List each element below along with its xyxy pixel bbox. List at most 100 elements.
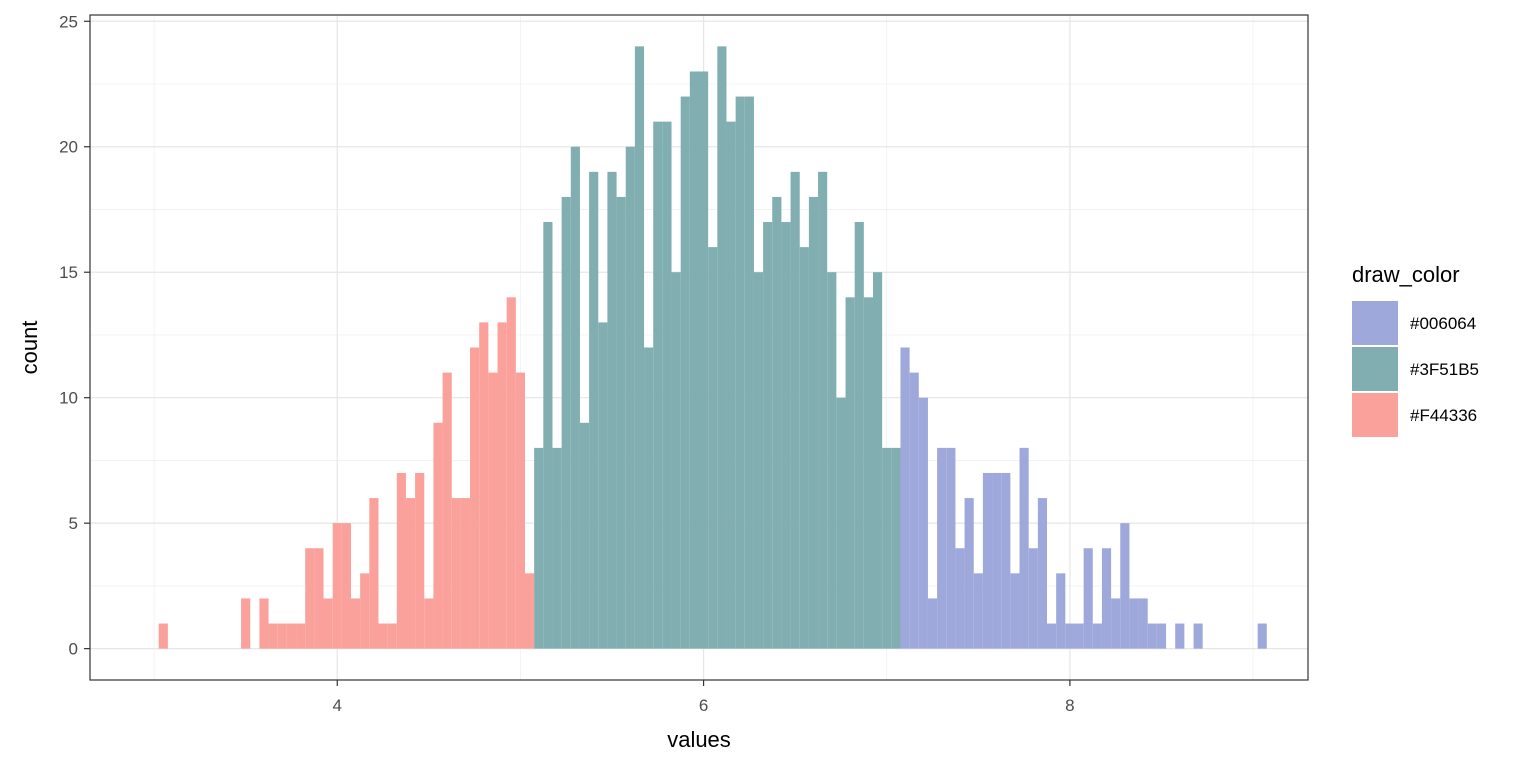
legend-key: [1352, 347, 1398, 391]
legend-label: #F44336: [1410, 406, 1477, 425]
histogram-bar: [589, 171, 599, 649]
histogram-bar: [1156, 623, 1167, 649]
histogram-bar: [753, 272, 764, 649]
legend-entry: #F44336: [1352, 393, 1477, 437]
histogram-bar: [790, 171, 800, 649]
histogram-bar: [680, 96, 690, 649]
histogram-bar: [918, 397, 928, 649]
histogram-bar: [854, 222, 864, 649]
histogram-bar: [900, 347, 910, 649]
histogram-bar: [763, 222, 773, 649]
histogram-bar: [662, 121, 672, 649]
histogram-bar: [909, 372, 919, 649]
y-axis-title: count: [17, 321, 42, 375]
histogram-bar: [387, 623, 397, 649]
histogram-bar: [598, 322, 608, 649]
histogram-bar: [277, 623, 287, 649]
y-tick-label: 10: [59, 389, 78, 408]
histogram-bar: [525, 573, 535, 649]
histogram-bar: [1175, 623, 1185, 649]
histogram-bar: [946, 447, 956, 649]
histogram-bar: [808, 196, 819, 649]
legend-label: #3F51B5: [1410, 360, 1479, 379]
histogram-bar: [1001, 472, 1011, 649]
histogram-bar: [827, 272, 837, 649]
y-tick-label: 20: [59, 138, 78, 157]
histogram-bar: [1101, 548, 1112, 649]
y-tick-label: 15: [59, 263, 78, 282]
x-tick-label: 8: [1065, 696, 1074, 715]
bar-series: [900, 347, 1267, 649]
histogram-bar: [323, 598, 333, 649]
histogram-bar: [1129, 598, 1139, 649]
histogram-bar: [1083, 548, 1093, 649]
histogram-bar: [360, 573, 370, 649]
histogram-bar: [973, 573, 983, 649]
histogram-bar: [460, 498, 471, 649]
histogram-bar: [726, 121, 736, 649]
y-tick-label: 0: [69, 640, 78, 659]
histogram-bar: [625, 146, 635, 649]
histogram-bar: [1193, 623, 1203, 649]
histogram-bar: [579, 422, 590, 649]
histogram-bar: [259, 598, 269, 649]
histogram-bar: [506, 297, 516, 649]
histogram-bar: [735, 96, 745, 649]
histogram-bar: [863, 297, 873, 649]
histogram-bar: [561, 196, 571, 649]
histogram-bar: [378, 623, 388, 649]
histogram-bar: [699, 71, 709, 649]
histogram-bar: [451, 498, 461, 649]
legend-entry: #3F51B5: [1352, 347, 1479, 391]
histogram-bar: [543, 222, 553, 649]
histogram-bar: [1047, 623, 1057, 649]
histogram-bar: [955, 548, 965, 649]
histogram-bar: [479, 322, 489, 649]
histogram-bar: [708, 247, 718, 649]
y-tick-label: 5: [69, 514, 78, 533]
histogram-bar: [964, 498, 974, 649]
histogram-bar: [836, 397, 846, 649]
legend-label: #006064: [1410, 314, 1476, 333]
histogram-bar: [433, 422, 443, 649]
histogram-bar: [268, 623, 278, 649]
y-tick-label: 25: [59, 12, 78, 31]
histogram-bar: [442, 372, 452, 649]
axis-ticks: 4 6 8 0 5 10 15 20 25: [59, 12, 1075, 715]
histogram-bar: [488, 372, 498, 649]
histogram-bar: [158, 623, 168, 649]
plot-panel-border: [89, 14, 1309, 681]
histogram-bar: [415, 472, 425, 649]
histogram-bar: [1092, 623, 1102, 649]
histogram-bar: [616, 196, 626, 649]
histogram-bar: [744, 96, 754, 649]
histogram-bar: [1120, 523, 1130, 649]
bar-series: [534, 46, 901, 649]
histogram-bar: [369, 498, 379, 649]
histogram-bar: [1065, 623, 1075, 649]
histogram-bar: [1028, 548, 1038, 649]
histogram-bar: [341, 523, 351, 649]
histogram-bar: [992, 472, 1002, 649]
x-axis-title: values: [667, 727, 731, 752]
histogram-bar: [873, 272, 883, 649]
legend-key: [1352, 393, 1398, 437]
histogram-bar: [332, 523, 342, 649]
histogram-bar: [286, 623, 297, 649]
histogram-bar: [671, 272, 681, 649]
legend-entry: #006064: [1352, 301, 1476, 345]
histogram-bar: [296, 623, 306, 649]
histogram-bar: [1074, 623, 1084, 649]
x-tick-label: 4: [333, 696, 342, 715]
bar-series: [158, 297, 535, 649]
histogram-bar: [570, 146, 580, 649]
histogram-bar: [689, 71, 699, 649]
histogram-bar: [937, 447, 947, 649]
histogram-bar: [653, 121, 663, 649]
histogram-bar: [772, 196, 782, 649]
histogram-bar: [1037, 498, 1047, 649]
histogram-bar: [1056, 573, 1066, 649]
histogram-bar: [982, 472, 993, 649]
histogram-bar: [607, 171, 617, 649]
